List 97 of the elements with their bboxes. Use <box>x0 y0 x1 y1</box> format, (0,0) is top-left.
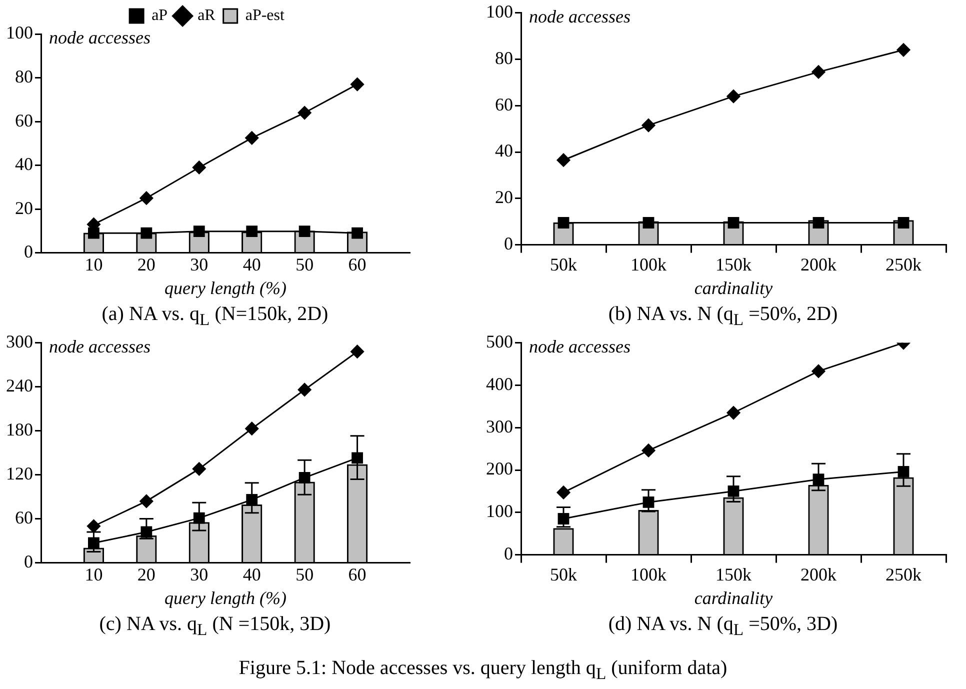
x-tick-label: 50 <box>296 254 314 274</box>
point <box>140 227 152 239</box>
x-tick-label: 250k <box>886 564 922 584</box>
x-tick-label: 150k <box>716 254 752 274</box>
point <box>726 90 740 104</box>
x-tick-label: 200k <box>800 564 836 584</box>
x-tick-label: 50k <box>550 254 577 274</box>
text: (c) NA vs. q$_{L}$ (N =150k, 3D) <box>98 613 332 640</box>
point <box>246 226 258 238</box>
point <box>192 160 206 174</box>
point <box>192 462 206 476</box>
text: (a) NA vs. q$_{L}$ (N=150k, 2D) <box>100 303 330 330</box>
x-tick-label: 200k <box>800 254 836 274</box>
point <box>140 494 154 508</box>
legend-label: aP-est <box>245 7 285 24</box>
point <box>140 191 154 205</box>
x-tick-label: 50k <box>550 564 577 584</box>
point <box>193 226 205 238</box>
y-axis-title: node accesses <box>529 6 630 27</box>
text: (d) NA vs. N (q$_{L}$ =50%, 3D) <box>607 613 839 640</box>
point <box>352 227 363 239</box>
y-tick-label: 500 <box>486 332 513 352</box>
point <box>898 217 910 228</box>
y-tick-label: 20 <box>495 187 513 208</box>
y-tick-label: 0 <box>24 552 33 572</box>
x-tick-label: 60 <box>348 564 366 584</box>
y-axis-title: node accesses <box>49 336 150 357</box>
point <box>245 131 259 145</box>
point <box>298 382 312 396</box>
x-tick-label: 40 <box>242 254 261 274</box>
point <box>298 106 312 120</box>
legend-label: aP <box>152 7 168 24</box>
point <box>642 118 656 132</box>
point <box>246 494 258 506</box>
y-tick-label: 20 <box>15 198 33 218</box>
x-tick-label: 20 <box>137 254 156 274</box>
point <box>812 65 826 79</box>
point <box>558 217 570 228</box>
x-tick-label: 10 <box>84 254 103 274</box>
y-tick-label: 40 <box>495 140 513 161</box>
x-tick-label: 50 <box>296 564 314 584</box>
x-tick-label: 40 <box>242 564 261 584</box>
y-tick-label: 300 <box>486 416 513 436</box>
caption: Figure 5.1: Node accesses vs. query length q$_{L}$ (uniform data) <box>238 657 728 684</box>
point <box>350 78 364 92</box>
x-axis-title: query length (%) <box>164 278 286 298</box>
y-tick-label: 240 <box>6 376 33 396</box>
y-axis-title: node accesses <box>49 28 150 48</box>
y-tick-label: 60 <box>495 94 513 114</box>
text: (b) NA vs. N (q$_{L}$ =50%, 2D) <box>607 303 839 330</box>
x-axis-title: cardinality <box>694 278 773 298</box>
x-tick-label: 100k <box>630 564 666 584</box>
y-tick-label: 60 <box>15 110 33 130</box>
y-tick-label: 100 <box>6 22 33 43</box>
point <box>896 43 910 57</box>
point <box>193 512 205 524</box>
y-tick-label: 0 <box>24 242 33 262</box>
point <box>88 227 100 239</box>
y-tick-label: 100 <box>486 2 513 22</box>
point <box>642 217 654 228</box>
x-tick-label: 20 <box>137 564 156 584</box>
y-tick-label: 80 <box>15 66 33 86</box>
y-tick-label: 200 <box>486 458 513 479</box>
point <box>298 226 310 238</box>
point <box>642 444 656 458</box>
x-tick-label: 60 <box>348 254 366 274</box>
point <box>812 217 824 228</box>
point <box>298 472 310 484</box>
y-tick-label: 80 <box>495 48 513 68</box>
x-axis-title: cardinality <box>694 588 773 608</box>
x-tick-label: 30 <box>190 254 208 274</box>
y-tick-label: 300 <box>6 332 33 352</box>
y-tick-label: 400 <box>486 374 513 394</box>
point <box>728 217 740 228</box>
y-tick-label: 100 <box>486 501 513 522</box>
x-tick-label: 250k <box>886 254 922 274</box>
y-tick-label: 180 <box>6 420 33 440</box>
point <box>352 452 363 464</box>
y-tick-label: 40 <box>15 154 33 174</box>
x-axis-title: query length (%) <box>164 588 286 608</box>
x-tick-label: 10 <box>84 564 103 584</box>
y-tick-label: 0 <box>504 544 513 564</box>
y-tick-label: 60 <box>15 508 33 528</box>
y-tick-label: 120 <box>6 464 33 484</box>
point <box>350 344 364 358</box>
legend-label: aR <box>198 7 216 24</box>
point <box>86 519 100 533</box>
point <box>556 153 570 167</box>
y-tick-label: 0 <box>504 234 513 254</box>
y-axis-title: node accesses <box>529 336 630 357</box>
x-tick-label: 100k <box>630 254 666 274</box>
point <box>726 406 740 420</box>
point <box>245 422 259 436</box>
x-tick-label: 150k <box>716 564 752 584</box>
point <box>556 486 570 500</box>
x-tick-label: 30 <box>190 564 208 584</box>
point <box>812 364 826 378</box>
